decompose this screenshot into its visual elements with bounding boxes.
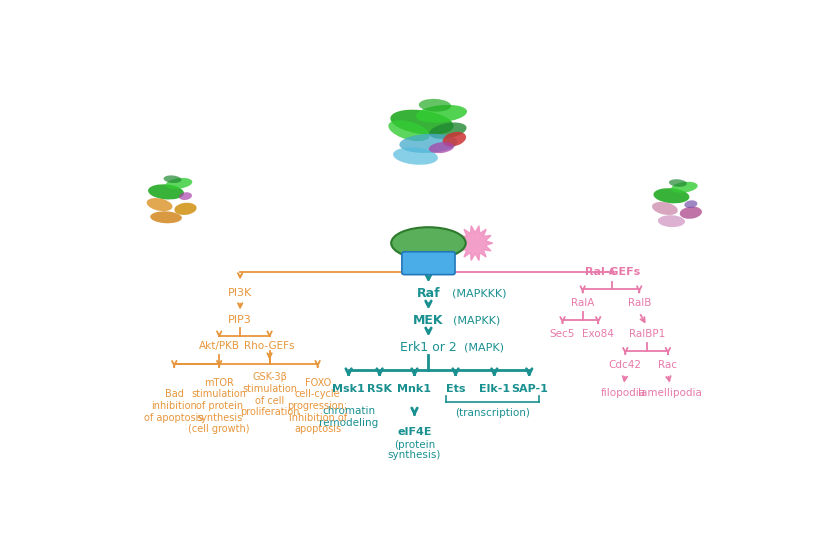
Text: (transcription): (transcription): [455, 408, 530, 417]
Text: Rho-GEFs: Rho-GEFs: [244, 340, 295, 350]
Ellipse shape: [389, 120, 430, 141]
Text: (MAPK): (MAPK): [464, 342, 504, 352]
Text: PI3K: PI3K: [228, 288, 252, 298]
Text: eIF4E: eIF4E: [397, 427, 431, 437]
Ellipse shape: [419, 99, 451, 112]
Ellipse shape: [429, 142, 454, 153]
Text: PIP3: PIP3: [228, 315, 252, 325]
Ellipse shape: [391, 227, 466, 259]
Text: Sec5: Sec5: [550, 329, 575, 339]
Text: (protein: (protein: [394, 440, 435, 450]
Text: Mnk1: Mnk1: [397, 384, 431, 394]
Text: Ets: Ets: [446, 384, 466, 394]
Text: (MAPKK): (MAPKK): [453, 315, 500, 325]
Text: Ral-GEFs: Ral-GEFs: [584, 267, 640, 277]
Text: Bad
inhibition
of apoptosis: Bad inhibition of apoptosis: [145, 389, 204, 422]
Ellipse shape: [146, 198, 172, 211]
Text: RalB: RalB: [628, 298, 651, 308]
Ellipse shape: [148, 184, 184, 200]
Ellipse shape: [400, 134, 457, 153]
Text: MEK: MEK: [413, 314, 444, 327]
Text: Akt/PKB: Akt/PKB: [199, 340, 240, 350]
Text: synthesis): synthesis): [388, 450, 441, 460]
Ellipse shape: [166, 178, 192, 189]
Text: mTOR
stimulation
of protein
synthesis
(cell growth): mTOR stimulation of protein synthesis (c…: [188, 378, 250, 434]
Ellipse shape: [390, 109, 454, 135]
Text: FOXO
cell-cycle
progression;
inhibition of
apoptosis: FOXO cell-cycle progression; inhibition …: [288, 378, 348, 434]
Ellipse shape: [680, 207, 702, 219]
Ellipse shape: [415, 105, 467, 123]
Text: SAP-1: SAP-1: [511, 384, 548, 394]
Text: Exo84: Exo84: [582, 329, 614, 339]
Text: Elk-1: Elk-1: [479, 384, 510, 394]
Ellipse shape: [654, 188, 690, 204]
Text: GTP: GTP: [416, 257, 441, 267]
Text: filopodia: filopodia: [601, 388, 646, 398]
Ellipse shape: [393, 147, 438, 165]
Ellipse shape: [164, 175, 181, 183]
Ellipse shape: [658, 215, 685, 227]
Text: Cdc42: Cdc42: [609, 360, 642, 370]
Ellipse shape: [175, 203, 196, 215]
Text: RSK: RSK: [367, 384, 392, 394]
Text: (MAPKKK): (MAPKKK): [451, 288, 506, 298]
Text: RalA: RalA: [571, 298, 594, 308]
Ellipse shape: [429, 123, 466, 139]
Text: Ras: Ras: [415, 236, 441, 250]
Ellipse shape: [442, 132, 466, 146]
Text: lamellipodia: lamellipodia: [639, 388, 702, 398]
Text: Rac: Rac: [659, 360, 677, 370]
Ellipse shape: [671, 182, 698, 193]
Ellipse shape: [150, 211, 182, 223]
Text: Msk1: Msk1: [332, 384, 365, 394]
FancyBboxPatch shape: [402, 252, 455, 274]
Polygon shape: [457, 226, 492, 261]
Text: Erk1 or 2: Erk1 or 2: [400, 340, 456, 354]
Ellipse shape: [685, 200, 697, 208]
Ellipse shape: [652, 202, 678, 215]
Text: RalBP1: RalBP1: [629, 329, 665, 339]
Text: chromatin
remodeling: chromatin remodeling: [319, 406, 378, 428]
Ellipse shape: [179, 192, 192, 200]
Text: Raf: Raf: [416, 287, 441, 300]
Text: GSK-3β
stimulation
of cell
proliferation: GSK-3β stimulation of cell proliferation: [240, 372, 299, 417]
Ellipse shape: [669, 179, 687, 187]
